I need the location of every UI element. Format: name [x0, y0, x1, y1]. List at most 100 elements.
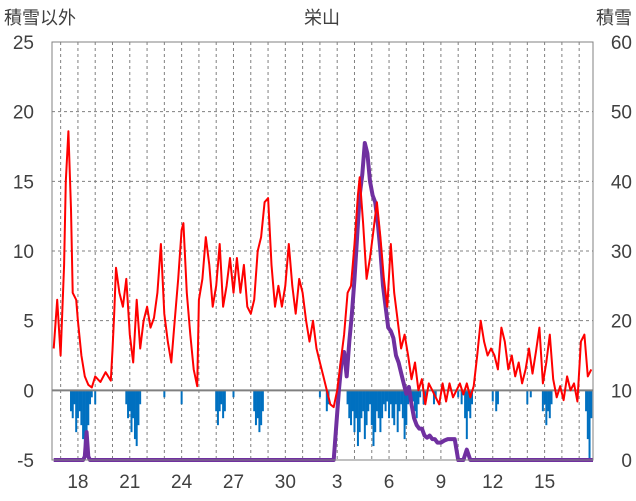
- right-tick-label: 50: [611, 103, 632, 124]
- precip-bar: [82, 390, 85, 440]
- right-tick-label: 20: [611, 312, 632, 333]
- precip-bar: [384, 390, 387, 412]
- precip-bar: [73, 390, 76, 405]
- precip-bar: [586, 390, 589, 440]
- precip-bar: [419, 390, 422, 398]
- precip-bar: [369, 390, 372, 405]
- precip-bar: [133, 390, 136, 440]
- precip-bar: [464, 390, 467, 419]
- precip-bar: [412, 390, 415, 402]
- precip-bar: [353, 390, 356, 433]
- precip-bar: [358, 390, 361, 433]
- precip-bar: [547, 390, 550, 412]
- precip-bar: [396, 390, 399, 433]
- precip-bar: [374, 390, 377, 433]
- precip-bar: [216, 390, 219, 426]
- precip-bar: [253, 390, 256, 412]
- temperature-line: [52, 130, 593, 409]
- precip-bar: [389, 390, 392, 405]
- precip-bar: [377, 390, 380, 419]
- x-tick-label: 6: [384, 472, 395, 493]
- left-tick-label: 20: [13, 103, 34, 124]
- precip-bar: [125, 390, 128, 405]
- left-tick-label: 25: [13, 33, 34, 54]
- precip-bar: [94, 390, 97, 405]
- precip-bar: [261, 390, 264, 412]
- precip-bar: [401, 390, 404, 419]
- x-tick-label: 21: [119, 472, 140, 493]
- precip-bar: [351, 390, 354, 412]
- precip-bar: [360, 390, 363, 419]
- precip-bar: [70, 390, 73, 412]
- precip-bar: [424, 390, 427, 398]
- precip-bar: [348, 390, 351, 419]
- left-tick-label: 10: [13, 242, 34, 263]
- x-tick-label: 3: [332, 472, 343, 493]
- precip-bar: [526, 390, 529, 405]
- precip-bar: [180, 390, 183, 405]
- chart-title: 栄山: [304, 8, 340, 29]
- precip-bar: [135, 390, 138, 447]
- precip-bar: [495, 390, 498, 412]
- precip-bar: [545, 390, 548, 426]
- precip-bar: [89, 390, 92, 405]
- precip-bar: [83, 390, 86, 447]
- precip-bar: [491, 390, 494, 402]
- precip-bar: [325, 390, 328, 412]
- precip-bar: [258, 390, 261, 433]
- precip-bar: [529, 390, 532, 398]
- x-tick-label: 15: [534, 472, 555, 493]
- precip-bar: [386, 390, 389, 402]
- precip-bar: [318, 390, 321, 398]
- precip-bar: [391, 390, 394, 419]
- precip-bar: [457, 390, 460, 398]
- precip-bar: [467, 390, 470, 412]
- precip-bar: [400, 390, 403, 405]
- precip-bar: [128, 390, 131, 412]
- precip-bar: [139, 390, 142, 405]
- precip-bar: [405, 390, 408, 426]
- precip-bar: [254, 390, 257, 426]
- precip-bar: [260, 390, 263, 426]
- precip-bar: [137, 390, 140, 426]
- precip-bar: [90, 390, 93, 398]
- precip-bar: [346, 390, 349, 405]
- precip-bar: [382, 390, 385, 405]
- precip-bar: [363, 390, 366, 440]
- precip-bar: [365, 390, 368, 426]
- x-tick-label: 9: [436, 472, 447, 493]
- precip-bar: [407, 390, 410, 405]
- precip-bar: [434, 390, 437, 398]
- right-axis-ticks: 0 10 20 30 40 50 60: [611, 33, 632, 472]
- x-axis-ticks: 18 21 24 27 30 3 6 9 12 15: [67, 472, 555, 493]
- precip-bar: [370, 390, 373, 426]
- precip-bar: [75, 390, 78, 433]
- precip-bar: [130, 390, 133, 433]
- precip-bar: [415, 390, 418, 419]
- right-tick-label: 60: [611, 33, 632, 54]
- right-tick-label: 40: [611, 172, 632, 193]
- precip-bar: [127, 390, 130, 419]
- precip-bar: [393, 390, 396, 426]
- precip-bar: [85, 390, 88, 433]
- precip-bar: [379, 390, 382, 433]
- precip-bar: [375, 390, 378, 412]
- precip-bar: [469, 390, 472, 419]
- precip-bar: [356, 390, 359, 447]
- precip-bar: [367, 390, 370, 412]
- precip-bar: [372, 390, 375, 447]
- precip-bar: [548, 390, 551, 419]
- x-tick-label: 12: [482, 472, 503, 493]
- precip-bar: [496, 390, 499, 405]
- x-tick-label: 30: [275, 472, 296, 493]
- x-tick-label: 27: [223, 472, 244, 493]
- precip-bar: [132, 390, 135, 419]
- precip-bar: [215, 390, 218, 412]
- precip-bar: [218, 390, 221, 412]
- precip-bar: [403, 390, 406, 440]
- precip-bar: [232, 390, 235, 398]
- precip-bar: [220, 390, 223, 405]
- plot-area-border: [51, 41, 594, 461]
- precipitation-bars: [70, 390, 593, 460]
- precip-bar: [362, 390, 365, 412]
